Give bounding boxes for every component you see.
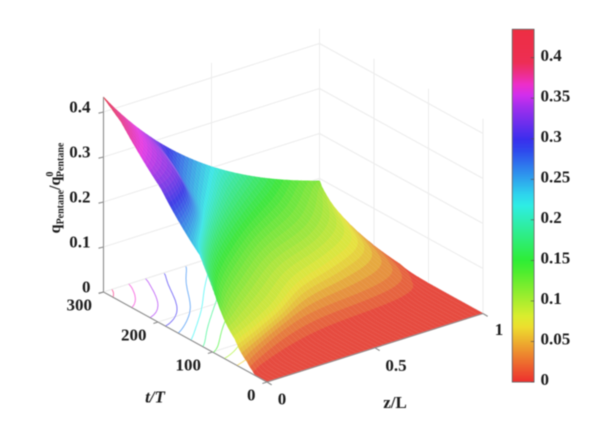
svg-text:0.2: 0.2 xyxy=(69,188,90,207)
svg-text:300: 300 xyxy=(67,295,93,314)
svg-text:0.35: 0.35 xyxy=(541,86,571,105)
svg-text:0: 0 xyxy=(541,370,550,389)
svg-text:100: 100 xyxy=(176,355,202,374)
svg-text:t/T: t/T xyxy=(145,388,165,407)
svg-text:0.15: 0.15 xyxy=(541,249,571,268)
svg-text:0: 0 xyxy=(278,389,287,408)
svg-text:0: 0 xyxy=(247,385,256,404)
svg-text:0.4: 0.4 xyxy=(541,46,563,65)
svg-text:0.1: 0.1 xyxy=(541,289,562,308)
svg-text:1: 1 xyxy=(495,320,504,339)
svg-text:0.2: 0.2 xyxy=(541,208,562,227)
svg-text:z/L: z/L xyxy=(383,393,407,412)
svg-text:0.4: 0.4 xyxy=(69,98,91,117)
svg-text:0.3: 0.3 xyxy=(69,143,90,162)
svg-text:0.5: 0.5 xyxy=(385,356,406,375)
svg-text:0.05: 0.05 xyxy=(541,330,571,349)
svg-text:0.3: 0.3 xyxy=(541,127,562,146)
svg-text:0.25: 0.25 xyxy=(541,168,571,187)
svg-text:0: 0 xyxy=(82,278,91,297)
svg-text:0.1: 0.1 xyxy=(69,233,90,252)
svg-text:200: 200 xyxy=(121,325,147,344)
